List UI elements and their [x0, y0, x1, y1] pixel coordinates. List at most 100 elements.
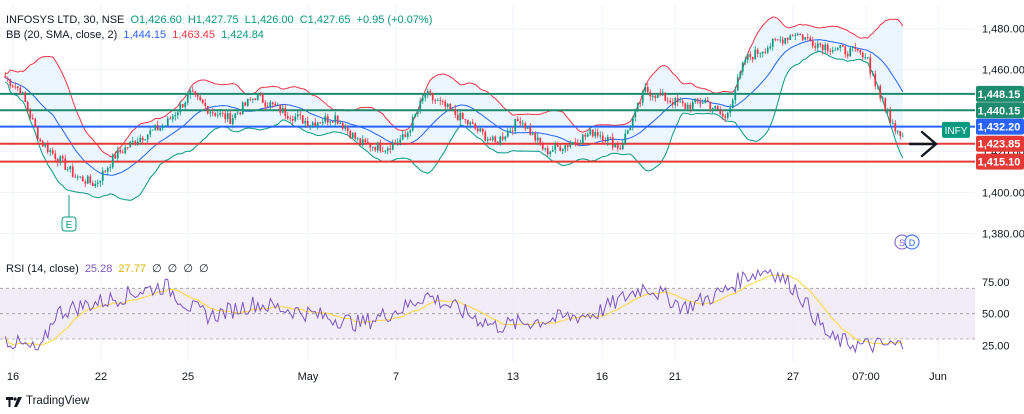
candle-body [489, 139, 492, 141]
candle-body [226, 113, 229, 120]
candle-body [581, 134, 584, 143]
candle-body [619, 148, 622, 150]
candle-body [831, 50, 834, 52]
level-tag-box [976, 85, 1024, 102]
candle-body [451, 109, 454, 110]
candle-body [124, 147, 127, 153]
candle-body [151, 129, 154, 131]
candle-body [661, 92, 664, 96]
candle-body [139, 137, 142, 142]
candle-body [406, 132, 409, 137]
candle-body [126, 147, 129, 149]
candle-body [59, 156, 62, 163]
candle-body [554, 144, 557, 150]
candle-body [144, 139, 147, 141]
candle-body [561, 149, 564, 151]
candle-body [341, 123, 344, 129]
candle-body [386, 148, 389, 151]
candle-body [394, 142, 397, 144]
candle-body [159, 128, 162, 131]
candle-body [856, 48, 859, 51]
ohlc-high: H1,427.75 [187, 14, 239, 26]
level-tag-box [976, 102, 1024, 119]
candle-body [161, 126, 164, 129]
candles [4, 32, 904, 189]
candle-body [76, 176, 79, 178]
candle-body [571, 142, 574, 145]
candle-body [701, 102, 704, 104]
candle-body [411, 117, 414, 131]
candle-body [779, 39, 782, 41]
time-axis-label: 07:00 [852, 371, 880, 383]
candle-body [821, 44, 824, 51]
candle-body [104, 170, 107, 172]
candle-body [254, 98, 257, 101]
candle-body [191, 90, 194, 92]
candle-body [41, 141, 44, 147]
rsi-legend[interactable]: RSI (14, close) 25.28 27.77 ∅ ∅ ∅ ∅ [6, 262, 209, 275]
arrow-right-icon [908, 130, 938, 158]
candle-body [639, 102, 642, 104]
candle-body [864, 57, 867, 59]
bb-legend[interactable]: BB (20, SMA, close, 2) 1,444.15 1,463.45… [6, 29, 264, 41]
candle-body [556, 144, 559, 147]
candle-body [231, 117, 234, 124]
candle-body [494, 136, 497, 142]
time-axis-label: 21 [669, 371, 681, 383]
candle-body [741, 62, 744, 72]
candle-body [181, 104, 184, 108]
candle-body [751, 57, 754, 60]
candle-body [56, 159, 59, 163]
candle-body [301, 115, 304, 124]
candle-body [91, 182, 94, 187]
candle-body [709, 101, 712, 109]
candle-body [334, 115, 337, 123]
candle-body [94, 183, 97, 187]
candle-body [814, 45, 817, 48]
candle-body [319, 122, 322, 124]
candle-body [34, 119, 37, 127]
candle-body [214, 113, 217, 116]
candle-body [379, 142, 382, 151]
candle-body [479, 128, 482, 132]
level-tag-box [976, 153, 1024, 170]
candle-body [276, 104, 279, 106]
candle-body [574, 142, 577, 143]
candle-body [356, 138, 359, 140]
candle-body [729, 108, 732, 113]
candle-body [764, 51, 767, 53]
level-tag-box [976, 135, 1024, 152]
time-axis-label: Jun [929, 371, 947, 383]
candle-body [509, 130, 512, 132]
candle-body [251, 98, 254, 100]
candle-body [796, 33, 799, 36]
symbol-legend: INFOSYS LTD, 30, NSE O1,426.60 H1,427.75… [6, 14, 432, 26]
candle-body [899, 131, 902, 136]
candle-body [614, 143, 617, 148]
candle-body [584, 134, 587, 137]
candle-body [364, 139, 367, 142]
candle-body [299, 114, 302, 116]
level-tag-label: 1,432.20 [978, 122, 1021, 134]
candle-body [79, 176, 82, 178]
candle-body [706, 99, 709, 102]
candle-body [649, 92, 652, 97]
candle-body [526, 127, 529, 129]
candle-body [9, 79, 12, 86]
candle-body [849, 48, 852, 57]
candle-body [506, 130, 509, 137]
candle-body [731, 100, 734, 109]
candle-body [761, 51, 764, 54]
candle-body [16, 86, 19, 88]
candle-body [826, 44, 829, 51]
candle-body [699, 101, 702, 104]
candle-body [799, 33, 802, 35]
rsi-empty-1: ∅ [152, 263, 162, 275]
candle-body [851, 46, 854, 49]
candle-body [21, 92, 24, 95]
candle-body [634, 109, 637, 118]
candle-body [829, 50, 832, 52]
time-axis-label: 16 [7, 371, 19, 383]
candle-body [349, 130, 352, 138]
